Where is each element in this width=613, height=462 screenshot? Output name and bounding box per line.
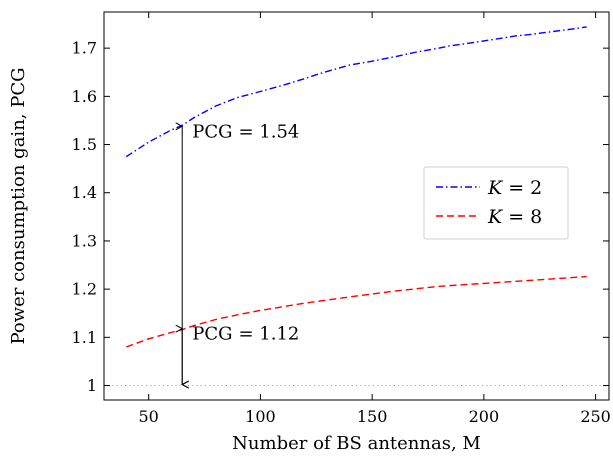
y-tick-label: 1.3	[72, 231, 97, 250]
x-axis-label: Number of BS antennas, M	[232, 433, 481, 454]
legend-label-k2: K = 2	[487, 177, 542, 199]
series-line-k8	[126, 275, 587, 348]
y-tick-label: 1.4	[72, 183, 97, 202]
legend-label-var: K	[487, 177, 504, 199]
legend-label-value: = 2	[508, 177, 542, 199]
legend-label-value: = 8	[508, 206, 542, 228]
y-tick-label: 1	[87, 376, 97, 395]
pcg-annotation-main: PCG	[192, 121, 232, 142]
y-tick-label: 1.7	[72, 39, 97, 58]
x-tick-label: 250	[580, 407, 611, 426]
x-tick-label: 150	[357, 407, 388, 426]
legend-label-var: K	[487, 206, 504, 228]
legend-box	[423, 166, 569, 240]
pcg-annotation-value: = 1.12	[238, 324, 299, 345]
y-tick-label: 1.1	[72, 328, 97, 347]
pcg-annotation-2: PCG = 1.12	[192, 324, 299, 345]
pcg-annotation-1: PCG = 1.54	[192, 121, 299, 142]
legend-label-k8: K = 8	[487, 206, 542, 228]
pcg-annotation-value: = 1.54	[238, 121, 299, 142]
x-tick-label: 200	[469, 407, 500, 426]
x-tick-label: 50	[139, 407, 159, 426]
y-tick-label: 1.2	[72, 280, 97, 299]
pcg-annotation-main: PCG	[192, 324, 232, 345]
y-axis-label: Power consumption gain, PCG	[8, 68, 29, 345]
x-tick-label: 100	[245, 407, 276, 426]
series-line-k2	[125, 26, 587, 158]
y-tick-label: 1.5	[72, 135, 97, 154]
plot-frame	[103, 11, 610, 401]
y-tick-label: 1.6	[72, 87, 97, 106]
